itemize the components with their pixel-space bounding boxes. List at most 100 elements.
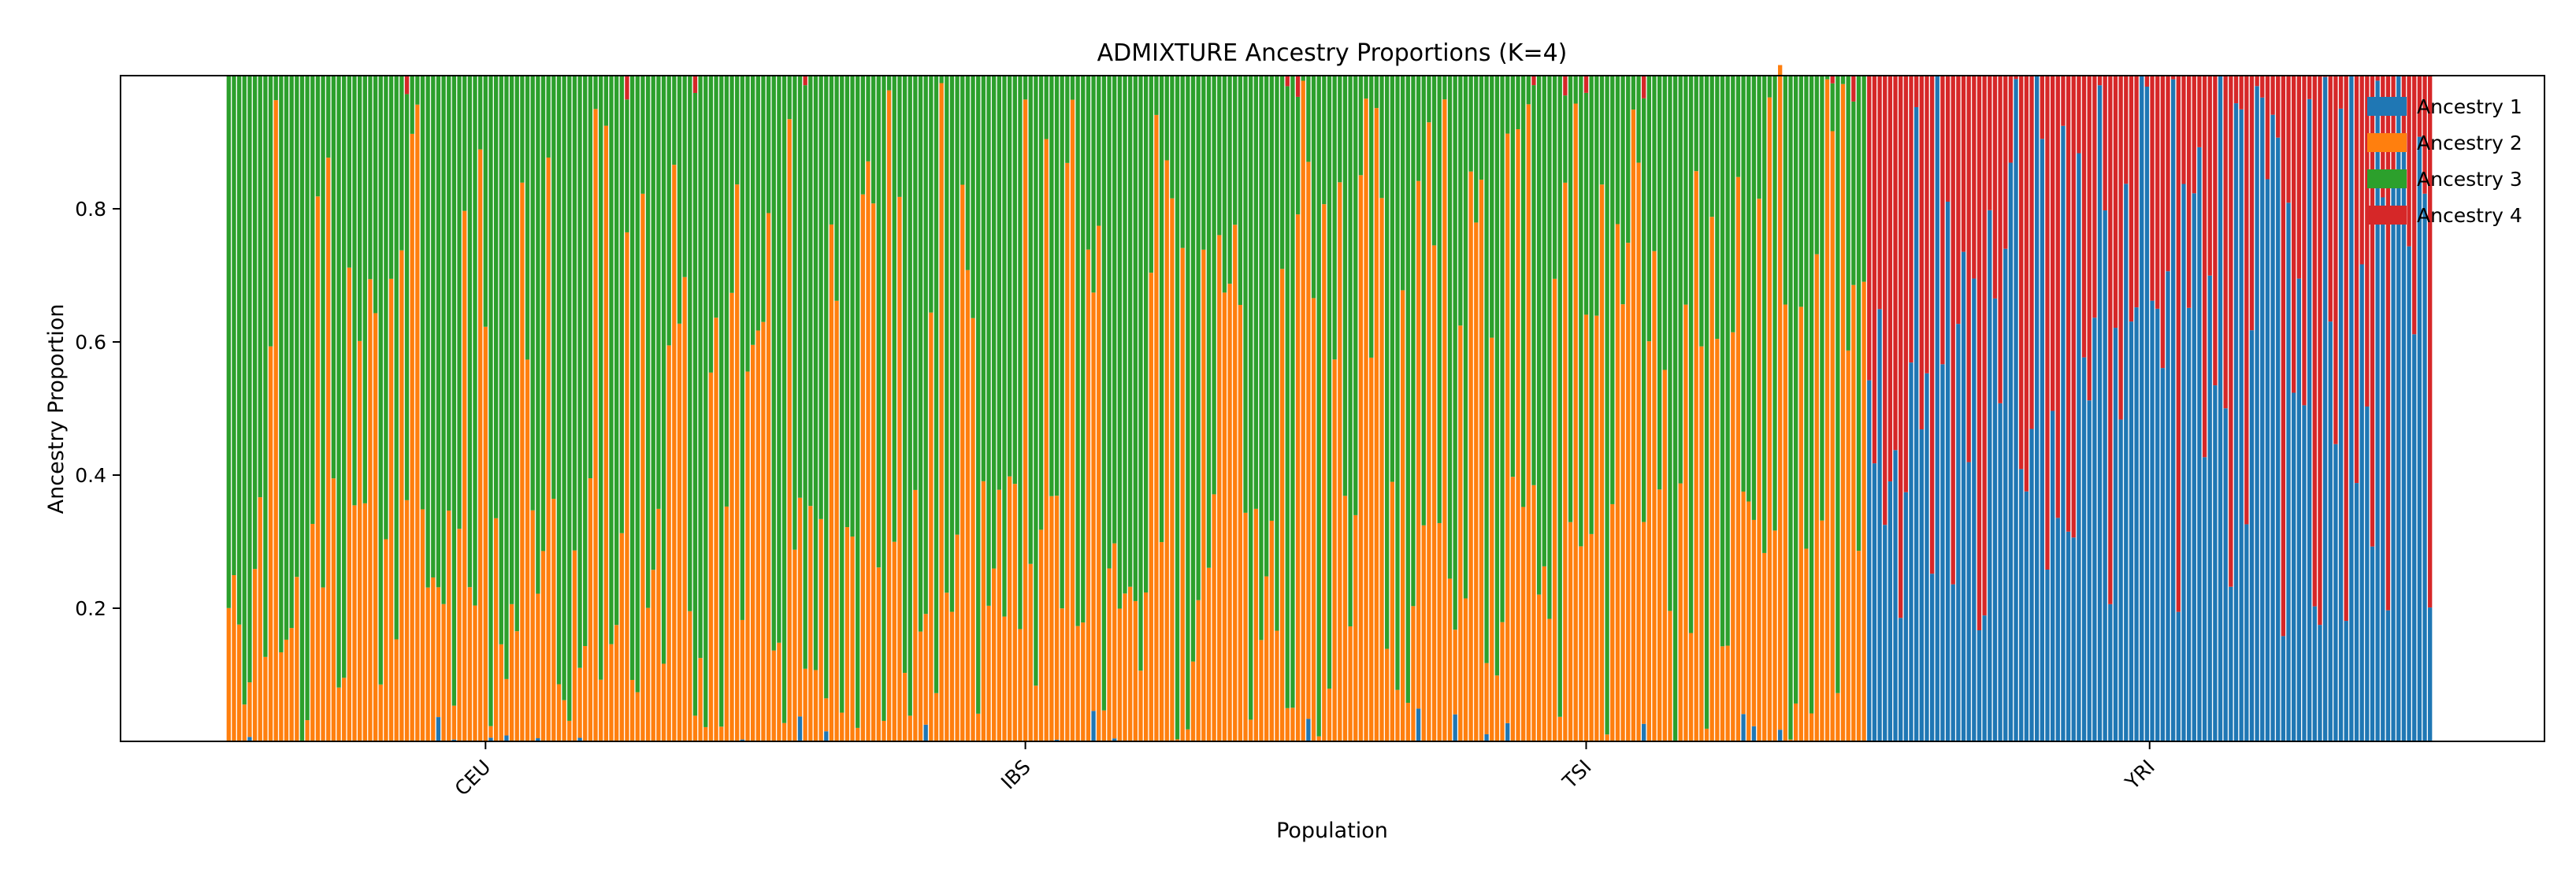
bar-segment bbox=[1369, 357, 1374, 741]
bar-segment bbox=[913, 76, 918, 490]
bar-segment bbox=[2045, 76, 2050, 570]
bar-segment bbox=[677, 323, 682, 741]
bar-segment bbox=[599, 679, 603, 741]
bar-segment bbox=[1164, 76, 1169, 161]
bar-segment bbox=[2312, 76, 2317, 607]
bar-segment bbox=[997, 76, 1002, 490]
bar-segment bbox=[1091, 76, 1096, 293]
bar-segment bbox=[1049, 496, 1054, 741]
bar-segment bbox=[1510, 477, 1516, 741]
bar-segment bbox=[1180, 247, 1185, 742]
bar-segment bbox=[2113, 76, 2118, 329]
bar-segment bbox=[1442, 99, 1447, 741]
bar-segment bbox=[279, 76, 284, 652]
bar-segment bbox=[840, 712, 844, 741]
bar-segment bbox=[1966, 76, 1971, 462]
bar-segment bbox=[1206, 567, 1212, 741]
x-axis-ticks: CEU IBS TSI YRI bbox=[451, 741, 2159, 800]
bar-segment bbox=[1735, 176, 1741, 741]
bar-segment bbox=[724, 76, 729, 507]
bar-segment bbox=[1186, 729, 1190, 741]
bar-segment bbox=[981, 481, 986, 741]
bar-segment bbox=[2155, 76, 2160, 309]
bar-segment bbox=[2249, 76, 2255, 331]
bar-segment bbox=[289, 628, 294, 741]
bar-segment bbox=[321, 76, 325, 588]
bar-segment bbox=[856, 76, 860, 728]
bar-segment bbox=[1688, 76, 1694, 633]
bar-segment bbox=[473, 76, 477, 606]
bar-segment bbox=[258, 497, 262, 741]
bar-segment bbox=[2349, 76, 2354, 741]
x-tick-label: TSI bbox=[1557, 756, 1595, 793]
bar-segment bbox=[1086, 249, 1091, 741]
bar-segment bbox=[1531, 76, 1536, 86]
bar-segment bbox=[1091, 292, 1096, 711]
bar-segment bbox=[1720, 646, 1725, 741]
bar-segment bbox=[536, 738, 540, 741]
bar-segment bbox=[1217, 76, 1222, 236]
bar-segment bbox=[777, 642, 781, 741]
bar-segment bbox=[1201, 249, 1206, 741]
bar-segment bbox=[1966, 462, 1971, 741]
bar-segment bbox=[740, 739, 744, 741]
bar-segment bbox=[813, 76, 818, 670]
bar-segment bbox=[2286, 202, 2291, 742]
bar-segment bbox=[2417, 136, 2422, 741]
bar-segment bbox=[2412, 334, 2417, 741]
bar-segment bbox=[1149, 76, 1153, 273]
bar-segment bbox=[1615, 76, 1620, 225]
bar-segment bbox=[960, 76, 965, 185]
bar-segment bbox=[1018, 76, 1023, 629]
bar-segment bbox=[420, 76, 425, 510]
bar-segment bbox=[1919, 76, 1924, 430]
bar-segment bbox=[1222, 76, 1227, 293]
bar-segment bbox=[1479, 180, 1484, 741]
bar-segment bbox=[1253, 508, 1259, 741]
bar-segment bbox=[2265, 76, 2270, 180]
bar-segment bbox=[2045, 570, 2050, 741]
bar-segment bbox=[719, 76, 724, 727]
bar-segment bbox=[1620, 304, 1625, 741]
bar-segment bbox=[1112, 543, 1117, 739]
bar-segment bbox=[640, 193, 645, 742]
bar-segment bbox=[551, 499, 556, 741]
bar-segment bbox=[1762, 552, 1767, 741]
bar-segment bbox=[1767, 76, 1772, 98]
bar-segment bbox=[1007, 76, 1012, 477]
bar-segment bbox=[1704, 76, 1709, 729]
bar-segment bbox=[1909, 362, 1913, 741]
bar-segment bbox=[1112, 76, 1117, 544]
bar-segment bbox=[242, 76, 247, 705]
bar-segment bbox=[1526, 76, 1531, 105]
bar-segment bbox=[1175, 739, 1180, 741]
bar-segment bbox=[856, 727, 860, 741]
bar-segment bbox=[1411, 606, 1416, 741]
bar-segment bbox=[1536, 594, 1542, 741]
bar-segment bbox=[1725, 76, 1730, 646]
bar-segment bbox=[1510, 76, 1516, 477]
bar-segment bbox=[2338, 76, 2344, 109]
bar-segment bbox=[1494, 675, 1500, 741]
bar-segment bbox=[483, 76, 488, 327]
bar-segment bbox=[1899, 618, 1903, 741]
bar-segment bbox=[1023, 99, 1028, 742]
bar-segment bbox=[1589, 533, 1594, 741]
bar-segment bbox=[866, 161, 870, 741]
bar-segment bbox=[2370, 76, 2375, 547]
bar-segment bbox=[593, 76, 598, 110]
bar-segment bbox=[2292, 76, 2296, 393]
legend: Ancestry 1 Ancestry 2 Ancestry 3 Ancestry 4 bbox=[2367, 95, 2522, 227]
bar-segment bbox=[708, 76, 714, 373]
bar-segment bbox=[1851, 76, 1856, 102]
bar-segment bbox=[609, 644, 614, 741]
legend-swatch bbox=[2367, 206, 2407, 225]
bar-segment bbox=[2014, 79, 2018, 741]
bar-segment bbox=[1982, 76, 1987, 616]
bar-segment bbox=[1390, 481, 1394, 741]
bar-segment bbox=[478, 76, 483, 150]
bar-segment bbox=[1154, 76, 1159, 115]
bar-segment bbox=[2029, 76, 2034, 429]
bar-segment bbox=[1709, 217, 1714, 741]
bar-segment bbox=[1279, 76, 1285, 269]
